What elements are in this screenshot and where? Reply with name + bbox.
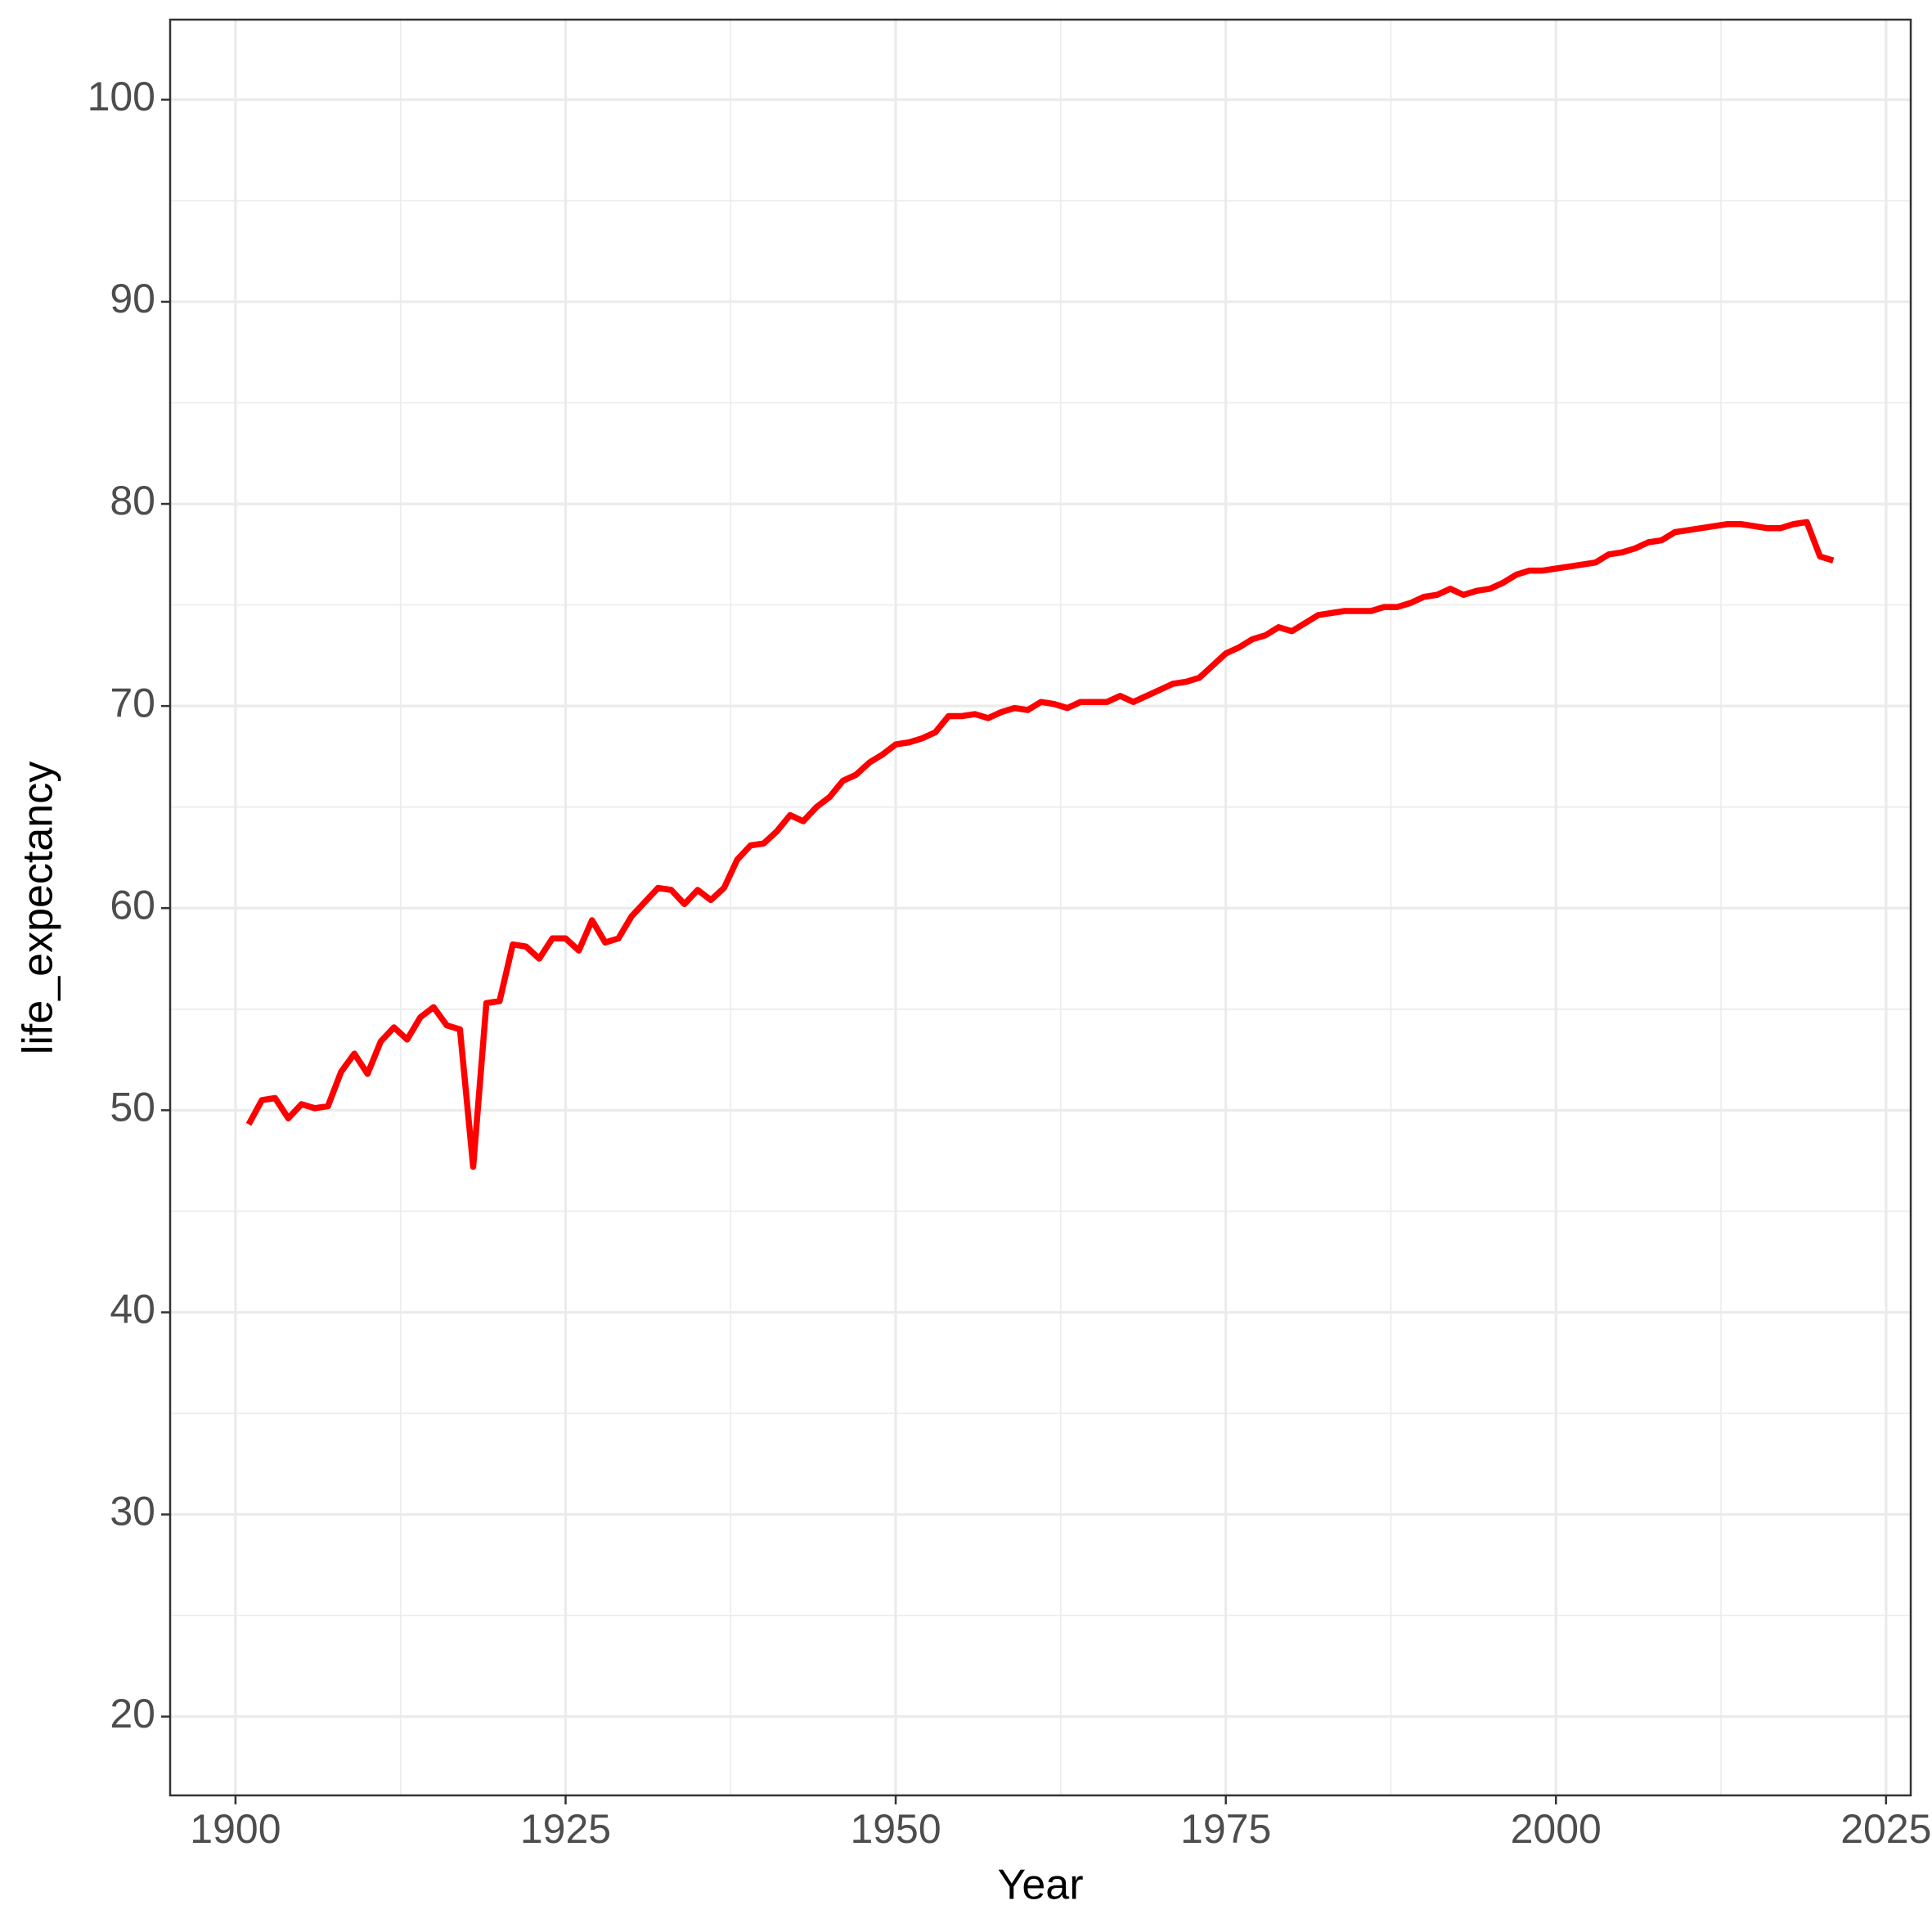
y-tick-label: 20 [110,1691,155,1737]
y-tick-label: 30 [110,1489,155,1534]
x-tick-label: 1950 [850,1806,941,1852]
y-tick-label: 50 [110,1085,155,1130]
y-tick-label: 100 [88,74,155,119]
x-tick-label: 2000 [1511,1806,1602,1852]
data-line [245,519,1835,1170]
axes: 1900 1925 1950 1975 2000 2025 20 30 40 50 60 70 80 90… [88,74,1932,1852]
y-tick-label: 40 [110,1287,155,1332]
plot-marks [245,519,1835,1170]
x-tick-label: 1975 [1180,1806,1271,1852]
grid [170,20,1911,1795]
y-tick-label: 80 [110,478,155,523]
y-axis-title: life_expectancy [15,762,62,1054]
y-tick-label: 70 [110,680,155,726]
x-axis-title: Year [997,1862,1083,1909]
y-tick-label: 60 [110,882,155,928]
x-tick-label: 2025 [1840,1806,1931,1852]
x-tick-label: 1900 [190,1806,281,1852]
x-tick-label: 1925 [520,1806,611,1852]
y-tick-label: 90 [110,276,155,321]
